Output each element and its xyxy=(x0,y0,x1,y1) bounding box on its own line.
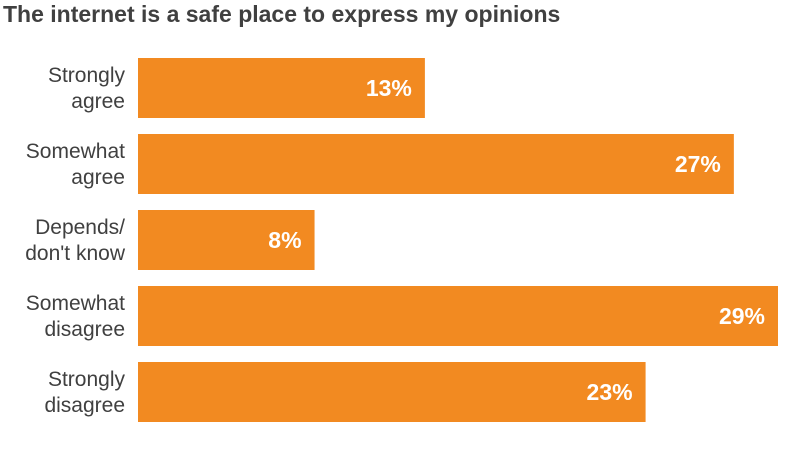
bar-4 xyxy=(138,362,646,422)
category-label-1: Somewhat agree xyxy=(26,140,125,189)
category-label-2: Depends/don't know xyxy=(25,216,126,265)
value-label-4: 23% xyxy=(587,379,633,405)
bar-1 xyxy=(138,134,734,194)
category-label-4: Strongly disagree xyxy=(44,368,125,417)
chart-title: The internet is a safe place to express … xyxy=(3,1,560,27)
value-label-1: 27% xyxy=(675,151,721,177)
bar-3 xyxy=(138,286,778,346)
value-label-0: 13% xyxy=(366,75,412,101)
value-label-3: 29% xyxy=(719,303,765,329)
value-label-2: 8% xyxy=(268,227,301,253)
bars-group: 13% Strongly agree 27% Somewhat agree 8% Depend… xyxy=(25,58,778,422)
category-label-0: Strongly agree xyxy=(48,64,126,113)
bar-0 xyxy=(138,58,425,118)
category-label-3: Somewhat disagree xyxy=(26,292,125,341)
bar-2 xyxy=(138,210,315,270)
